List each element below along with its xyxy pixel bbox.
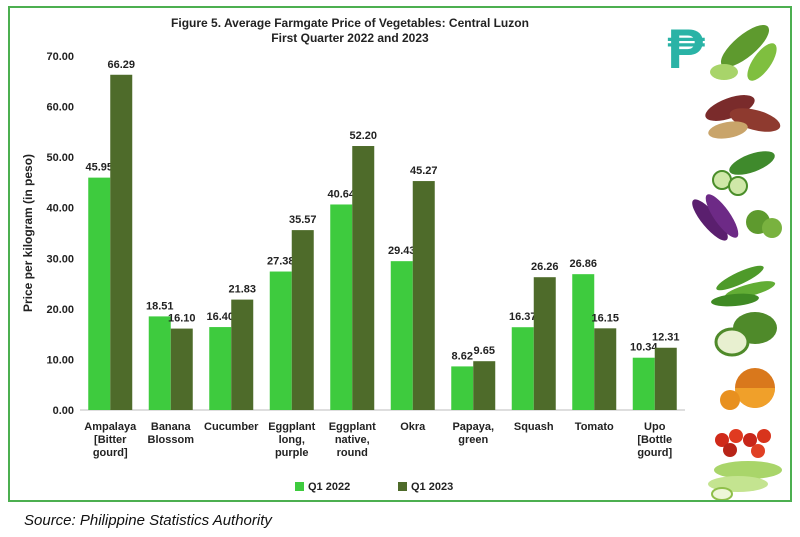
- chart-frame: Price per kilogram (in peso) 0.00 10.00 20.…: [8, 6, 792, 502]
- y-tick-label: 40.00: [46, 203, 74, 215]
- y-tick-label: 30.00: [46, 253, 74, 265]
- y-axis-label: Price per kilogram (in peso): [21, 154, 35, 312]
- x-tick-label: Tomato: [575, 421, 614, 433]
- data-label: 9.65: [474, 345, 495, 357]
- legend-label: Q1 2022: [308, 481, 350, 493]
- bar-q1-2023: [654, 347, 677, 410]
- y-tick-label: 60.00: [46, 102, 74, 114]
- x-tick-label: Blossom: [148, 434, 195, 446]
- data-label: 16.15: [591, 312, 619, 324]
- eggplant-icon: [692, 194, 782, 241]
- bar-q1-2023: [352, 146, 375, 410]
- data-label: 27.38: [267, 256, 295, 268]
- bar-q1-2022: [632, 357, 655, 410]
- bar-q1-2022: [451, 366, 474, 410]
- data-label: 66.29: [107, 59, 135, 71]
- banana-blossom-icon: [705, 95, 781, 139]
- x-tick-label: round: [337, 447, 368, 459]
- data-label: 16.40: [206, 311, 234, 323]
- x-tick-label: gourd]: [93, 447, 128, 459]
- data-label: 26.26: [531, 261, 559, 273]
- data-label: 10.34: [630, 342, 658, 354]
- data-label: 40.64: [327, 188, 355, 200]
- data-label: 29.43: [388, 245, 416, 257]
- y-tick-label: 50.00: [46, 152, 74, 164]
- bar-q1-2023: [473, 361, 496, 410]
- bar-q1-2022: [511, 327, 534, 410]
- x-tick-label: Eggplant: [268, 421, 315, 433]
- bar-chart: Price per kilogram (in peso) 0.00 10.00 20.…: [21, 51, 685, 493]
- bitter-gourd-icon: [710, 24, 777, 81]
- x-tick-label: Upo: [644, 421, 666, 433]
- x-tick-label: Cucumber: [204, 421, 259, 433]
- svg-text:₱: ₱: [667, 17, 705, 80]
- y-tick-label: 10.00: [46, 354, 74, 366]
- bar-q1-2023: [110, 74, 133, 411]
- x-tick-label: green: [458, 434, 488, 446]
- bar-q1-2022: [572, 274, 595, 410]
- chart-title: Figure 5. Average Farmgate Price of Vege…: [171, 16, 529, 30]
- bar-q1-2022: [269, 271, 292, 410]
- x-tick-label: gourd]: [637, 447, 672, 459]
- chart-subtitle: First Quarter 2022 and 2023: [271, 31, 429, 45]
- x-tick-label: [Bitter: [94, 434, 127, 446]
- bar-q1-2022: [148, 316, 171, 410]
- bar-q1-2023: [231, 299, 254, 410]
- bottle-gourd-icon: [708, 461, 782, 500]
- data-label: 52.20: [349, 130, 377, 142]
- papaya-icon: [714, 312, 777, 357]
- okra-icon: [711, 265, 776, 307]
- x-tick-label: [Bottle: [637, 434, 672, 446]
- cucumber-icon: [712, 151, 775, 196]
- bar-q1-2023: [170, 328, 193, 410]
- x-tick-label: Banana: [151, 421, 192, 433]
- peso-sign-icon: ₱: [667, 17, 705, 80]
- x-tick-label: Eggplant: [329, 421, 376, 433]
- bar-q1-2023: [412, 181, 435, 410]
- bar-q1-2022: [330, 204, 353, 410]
- bar-q1-2023: [291, 230, 314, 410]
- data-label: 26.86: [569, 258, 597, 270]
- bar-q1-2023: [594, 328, 617, 410]
- y-tick-label: 0.00: [53, 405, 74, 417]
- x-tick-label: purple: [275, 447, 309, 459]
- bar-q1-2022: [390, 261, 413, 410]
- data-label: 16.10: [168, 313, 196, 325]
- x-tick-label: Papaya,: [452, 421, 494, 433]
- squash-icon: [720, 368, 775, 410]
- data-label: 45.95: [85, 162, 113, 174]
- bar-q1-2022: [209, 327, 232, 410]
- x-tick-label: Squash: [514, 421, 554, 433]
- x-tick-label: Okra: [400, 421, 426, 433]
- bar-q1-2023: [533, 277, 556, 410]
- x-tick-label: long,: [279, 434, 305, 446]
- y-tick-label: 20.00: [46, 304, 74, 316]
- data-label: 12.31: [652, 332, 680, 344]
- vegetable-decor: ₱: [667, 17, 782, 500]
- data-label: 8.62: [452, 350, 473, 362]
- y-tick-label: 70.00: [46, 51, 74, 63]
- legend-swatch: [398, 482, 407, 491]
- data-label: 16.37: [509, 311, 537, 323]
- x-tick-label: Ampalaya: [84, 421, 137, 433]
- source-note: Source: Philippine Statistics Authority: [24, 512, 272, 529]
- legend-label: Q1 2023: [411, 481, 453, 493]
- data-label: 18.51: [146, 300, 174, 312]
- data-label: 21.83: [228, 284, 256, 296]
- bar-q1-2022: [88, 177, 111, 410]
- data-label: 45.27: [410, 165, 438, 177]
- data-label: 35.57: [289, 214, 317, 226]
- legend-swatch: [295, 482, 304, 491]
- x-tick-label: native,: [335, 434, 370, 446]
- tomato-icon: [715, 429, 771, 458]
